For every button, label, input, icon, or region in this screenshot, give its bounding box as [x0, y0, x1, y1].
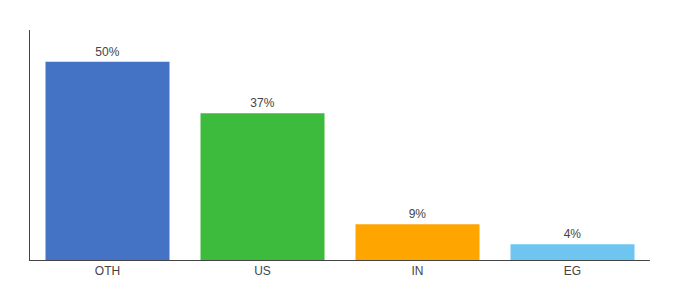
svg-text:37%: 37% — [250, 96, 274, 110]
svg-text:4%: 4% — [564, 227, 582, 241]
svg-text:OTH: OTH — [95, 264, 120, 278]
svg-text:50%: 50% — [95, 45, 119, 59]
svg-text:EG: EG — [564, 264, 581, 278]
svg-text:US: US — [254, 264, 271, 278]
svg-text:IN: IN — [412, 264, 424, 278]
svg-text:9%: 9% — [409, 207, 427, 221]
